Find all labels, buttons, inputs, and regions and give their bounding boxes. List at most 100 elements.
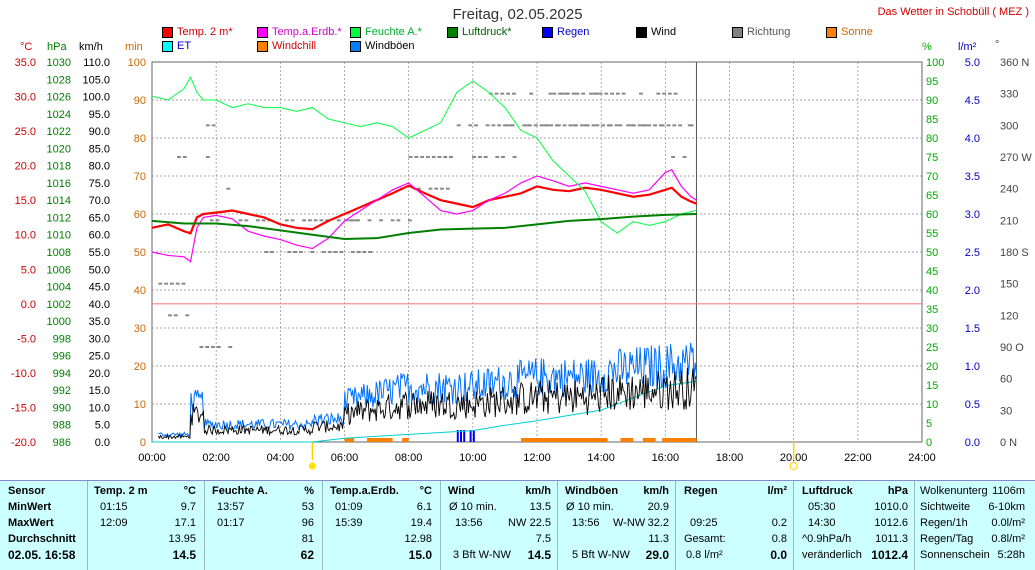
celsius-tick: 15.0 [15,195,36,207]
kmh-tick: 30.0 [89,333,110,345]
celsius-tick: 25.0 [15,126,36,138]
press-min-time: 05:30 [808,501,836,513]
hpa-tick: 1030 [47,57,71,69]
legend-swatch [447,26,458,38]
extra-rain1h-label: Regen/1h [920,517,968,529]
legend-label: Wind [651,26,677,38]
percent-tick: 5 [926,418,932,430]
deg-tick: 360 N [1000,57,1029,69]
ground-min-time: 01:09 [335,501,363,513]
rain-total-value: 0.8 [771,533,787,545]
hpa-tick: 990 [53,402,71,414]
wind-now-value: 14.5 [527,548,551,562]
kmh-tick: 50.0 [89,264,110,276]
percent-tick: 45 [926,266,938,278]
weather-chart: 35.0 30.0 25.0 20.0 15.0 10.0 5.0 0.0 -5.0 -10.0 -… [11,39,1032,470]
celsius-unit: °C [20,41,32,53]
stats-table: Sensor MinWert MaxWert Durchschnitt 02.0… [0,480,1035,570]
legend-label: Windböen [365,40,415,52]
legend-item: Temp. 2 m* [162,26,233,38]
legend-label: Regen [557,26,590,38]
percent-tick: 50 [926,247,938,259]
deg-tick: 300 [1000,120,1018,132]
deg-tick: 0 N [1000,437,1017,449]
stats-col-pressure: Luftdruck hPa 05:30 1010.0 14:30 1012.6 ^0.… [794,481,915,570]
percent-tick: 65 [926,190,938,202]
lm2-tick: 1.0 [965,361,980,373]
press-head: Luftdruck [802,485,853,497]
deg-tick: 60 [1000,374,1012,386]
gust-avg10-value: 20.9 [647,501,669,513]
percent-tick: 0 [926,437,932,449]
hum-max-time: 01:17 [217,517,245,529]
stats-col-sensor: Sensor MinWert MaxWert Durchschnitt 02.0… [0,481,88,570]
hpa-tick: 1022 [47,126,71,138]
hpa-tick: 1020 [47,143,71,155]
percent-tick: 75 [926,152,938,164]
gust-head: Windböen [565,485,619,497]
legend-label: Luftdruck* [462,26,512,38]
time-tick: 24:00 [908,452,936,464]
rain-total-label: Gesamt: [684,533,726,545]
percent-unit: % [922,41,932,53]
hpa-tick: 1004 [47,282,71,294]
min-unit: min [125,41,143,53]
kmh-tick: 35.0 [89,316,110,328]
deg-tick: 180 S [1000,247,1029,259]
deg-tick: 270 W [1000,152,1032,164]
legend-label: Temp.a.Erdb.* [272,26,342,38]
legend-swatch [636,26,647,38]
legend-item: Richtung [732,26,790,38]
legend-label: Richtung [747,26,791,38]
time-tick: 18:00 [716,452,744,464]
time-tick: 06:00 [331,452,359,464]
lm2-tick: 3.5 [965,171,980,183]
gust-max-dir: W-NW [613,517,646,529]
ground-max-value: 19.4 [410,517,432,529]
min-tick: 70 [134,171,146,183]
min-tick: 20 [134,361,146,373]
ground-max-time: 15:39 [335,517,363,529]
legend-item: ET [162,40,191,52]
hpa-tick: 1000 [47,316,71,328]
percent-tick: 40 [926,285,938,297]
deg-tick: 150 [1000,279,1018,291]
lm2-tick: 5.0 [965,57,980,69]
sunshine-bar [662,438,697,442]
hum-min-value: 53 [301,501,314,513]
rain-bar [472,430,475,442]
percent-tick: 95 [926,76,938,88]
time-tick: 10:00 [459,452,487,464]
min-tick: 60 [134,209,146,221]
wind-head: Wind [448,485,475,497]
sensor-label: Sensor [8,485,46,497]
celsius-tick: -10.0 [11,368,36,380]
min-tick: 50 [134,247,146,259]
wind-line [158,367,697,441]
series-line-luftdruck [151,213,697,241]
percent-tick: 25 [926,342,938,354]
kmh-tick: 80.0 [89,161,110,173]
hum-min-time: 13:57 [217,501,245,513]
legend-swatch [162,40,173,52]
hpa-tick: 1012 [47,212,71,224]
celsius-tick: -20.0 [11,437,36,449]
wind-avg10-value: 13.5 [529,501,551,513]
hpa-tick: 996 [53,351,71,363]
percent-tick: 80 [926,133,938,145]
kmh-tick: 0.0 [95,437,110,449]
lm2-tick: 4.5 [965,95,980,107]
rain-bar [460,430,462,442]
wind-max-time: 13:56 [455,517,483,529]
press-unit: hPa [887,485,908,497]
gust-max-value: 32.2 [647,517,669,529]
ground-unit: °C [419,485,432,497]
lm2-unit: l/m² [958,41,977,53]
extra-visibility-label: Sichtweite [920,501,971,513]
legend-swatch [257,40,268,52]
time-tick: 04:00 [267,452,295,464]
rain-bar [456,430,459,442]
legend-item: Windchill [257,40,316,52]
hpa-tick: 1008 [47,247,71,259]
hpa-tick: 986 [53,437,71,449]
